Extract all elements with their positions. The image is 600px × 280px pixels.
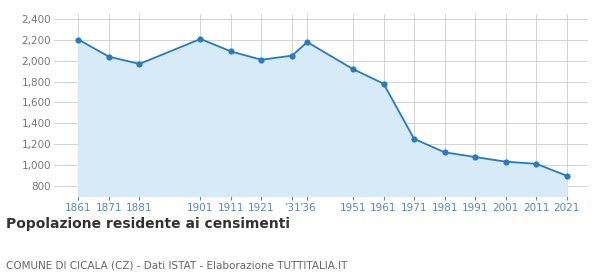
Point: [562, 174, 571, 178]
Point: [440, 150, 449, 155]
Point: [74, 37, 83, 42]
Point: [257, 57, 266, 62]
Point: [379, 81, 388, 86]
Point: [532, 162, 541, 166]
Point: [302, 40, 312, 44]
Point: [348, 67, 358, 71]
Point: [226, 49, 236, 54]
Text: Popolazione residente ai censimenti: Popolazione residente ai censimenti: [6, 217, 290, 231]
Point: [409, 137, 419, 141]
Text: COMUNE DI CICALA (CZ) - Dati ISTAT - Elaborazione TUTTITALIA.IT: COMUNE DI CICALA (CZ) - Dati ISTAT - Ela…: [6, 261, 347, 271]
Point: [196, 37, 205, 41]
Point: [287, 53, 297, 58]
Point: [134, 62, 144, 66]
Point: [104, 54, 114, 59]
Point: [501, 159, 511, 164]
Point: [470, 155, 480, 159]
